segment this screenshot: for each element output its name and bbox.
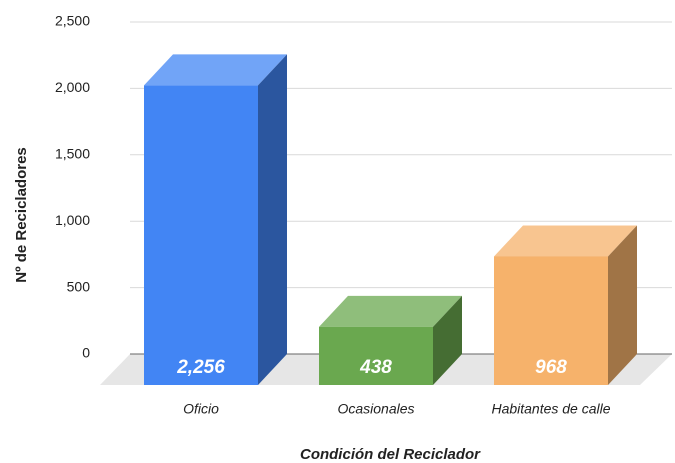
bar-front bbox=[319, 326, 433, 385]
bar-top bbox=[144, 54, 287, 86]
bar bbox=[144, 54, 287, 385]
x-tick-label: Ocasionales bbox=[337, 401, 414, 417]
y-axis-title: Nº de Recicladores bbox=[13, 147, 30, 283]
bar-side bbox=[608, 225, 637, 385]
y-tick-label: 500 bbox=[67, 278, 91, 294]
y-tick-label: 1,000 bbox=[55, 212, 90, 228]
x-axis-title: Condición del Reciclador bbox=[300, 446, 481, 463]
bar bbox=[319, 295, 462, 385]
bar-front bbox=[494, 256, 608, 385]
bar bbox=[494, 225, 637, 385]
y-tick-label: 1,500 bbox=[55, 146, 90, 162]
y-tick-label: 0 bbox=[82, 345, 90, 361]
x-tick-label: Oficio bbox=[183, 401, 219, 417]
bar-front bbox=[144, 85, 258, 385]
value-label: 438 bbox=[359, 357, 392, 378]
x-tick-label: Habitantes de calle bbox=[491, 401, 610, 417]
bar-side bbox=[258, 54, 287, 385]
value-label: 968 bbox=[535, 357, 567, 378]
y-tick-label: 2,500 bbox=[55, 13, 90, 29]
value-label: 2,256 bbox=[176, 357, 225, 378]
bar-top bbox=[319, 295, 462, 327]
bar-top bbox=[494, 225, 637, 257]
y-tick-label: 2,000 bbox=[55, 79, 90, 95]
bar-side bbox=[433, 295, 462, 385]
